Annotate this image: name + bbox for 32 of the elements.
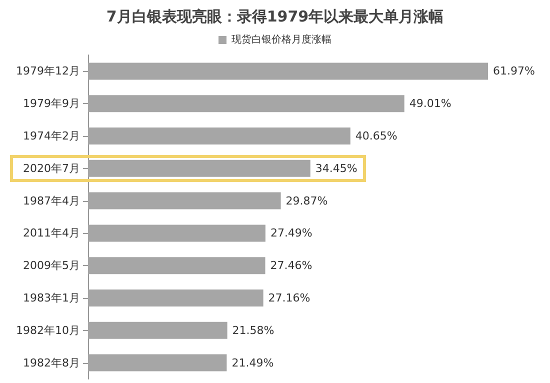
bar — [88, 354, 227, 372]
bar — [88, 224, 266, 242]
y-tick-label: 2011年4月 — [23, 226, 80, 240]
bar — [88, 322, 228, 339]
y-tick-label: 2009年5月 — [23, 259, 80, 272]
data-label: 49.01% — [409, 97, 452, 110]
y-tick-label: 1979年9月 — [23, 97, 80, 110]
data-label: 21.49% — [232, 356, 274, 370]
y-tick-label: 2020年7月 — [23, 162, 80, 175]
bar — [88, 160, 310, 177]
data-label: 29.87% — [286, 194, 328, 208]
bar — [88, 62, 488, 80]
data-label: 21.58% — [232, 324, 274, 337]
y-tick-label: 1983年1月 — [23, 292, 80, 304]
y-tick-label: 1974年2月 — [23, 130, 80, 142]
data-label: 40.65% — [355, 130, 398, 142]
legend-label: 现货白银价格月度涨幅 — [232, 34, 332, 46]
y-tick-label: 1987年4月 — [23, 194, 80, 208]
data-label: 27.46% — [270, 259, 312, 272]
chart-title: 7月白银表现亮眼：录得1979年以来最大单月涨幅 — [106, 8, 444, 26]
bar — [88, 257, 266, 274]
y-tick-label: 1982年10月 — [16, 324, 80, 337]
data-label: 61.97% — [493, 64, 535, 78]
y-tick-label: 1982年8月 — [23, 356, 80, 370]
data-label: 27.49% — [270, 226, 312, 240]
y-tick-label: 1979年12月 — [16, 64, 80, 78]
bar — [88, 95, 404, 112]
bar — [88, 290, 264, 306]
bar — [88, 192, 281, 210]
data-label: 27.16% — [268, 292, 310, 304]
bar — [88, 128, 350, 144]
data-label: 34.45% — [315, 162, 358, 175]
